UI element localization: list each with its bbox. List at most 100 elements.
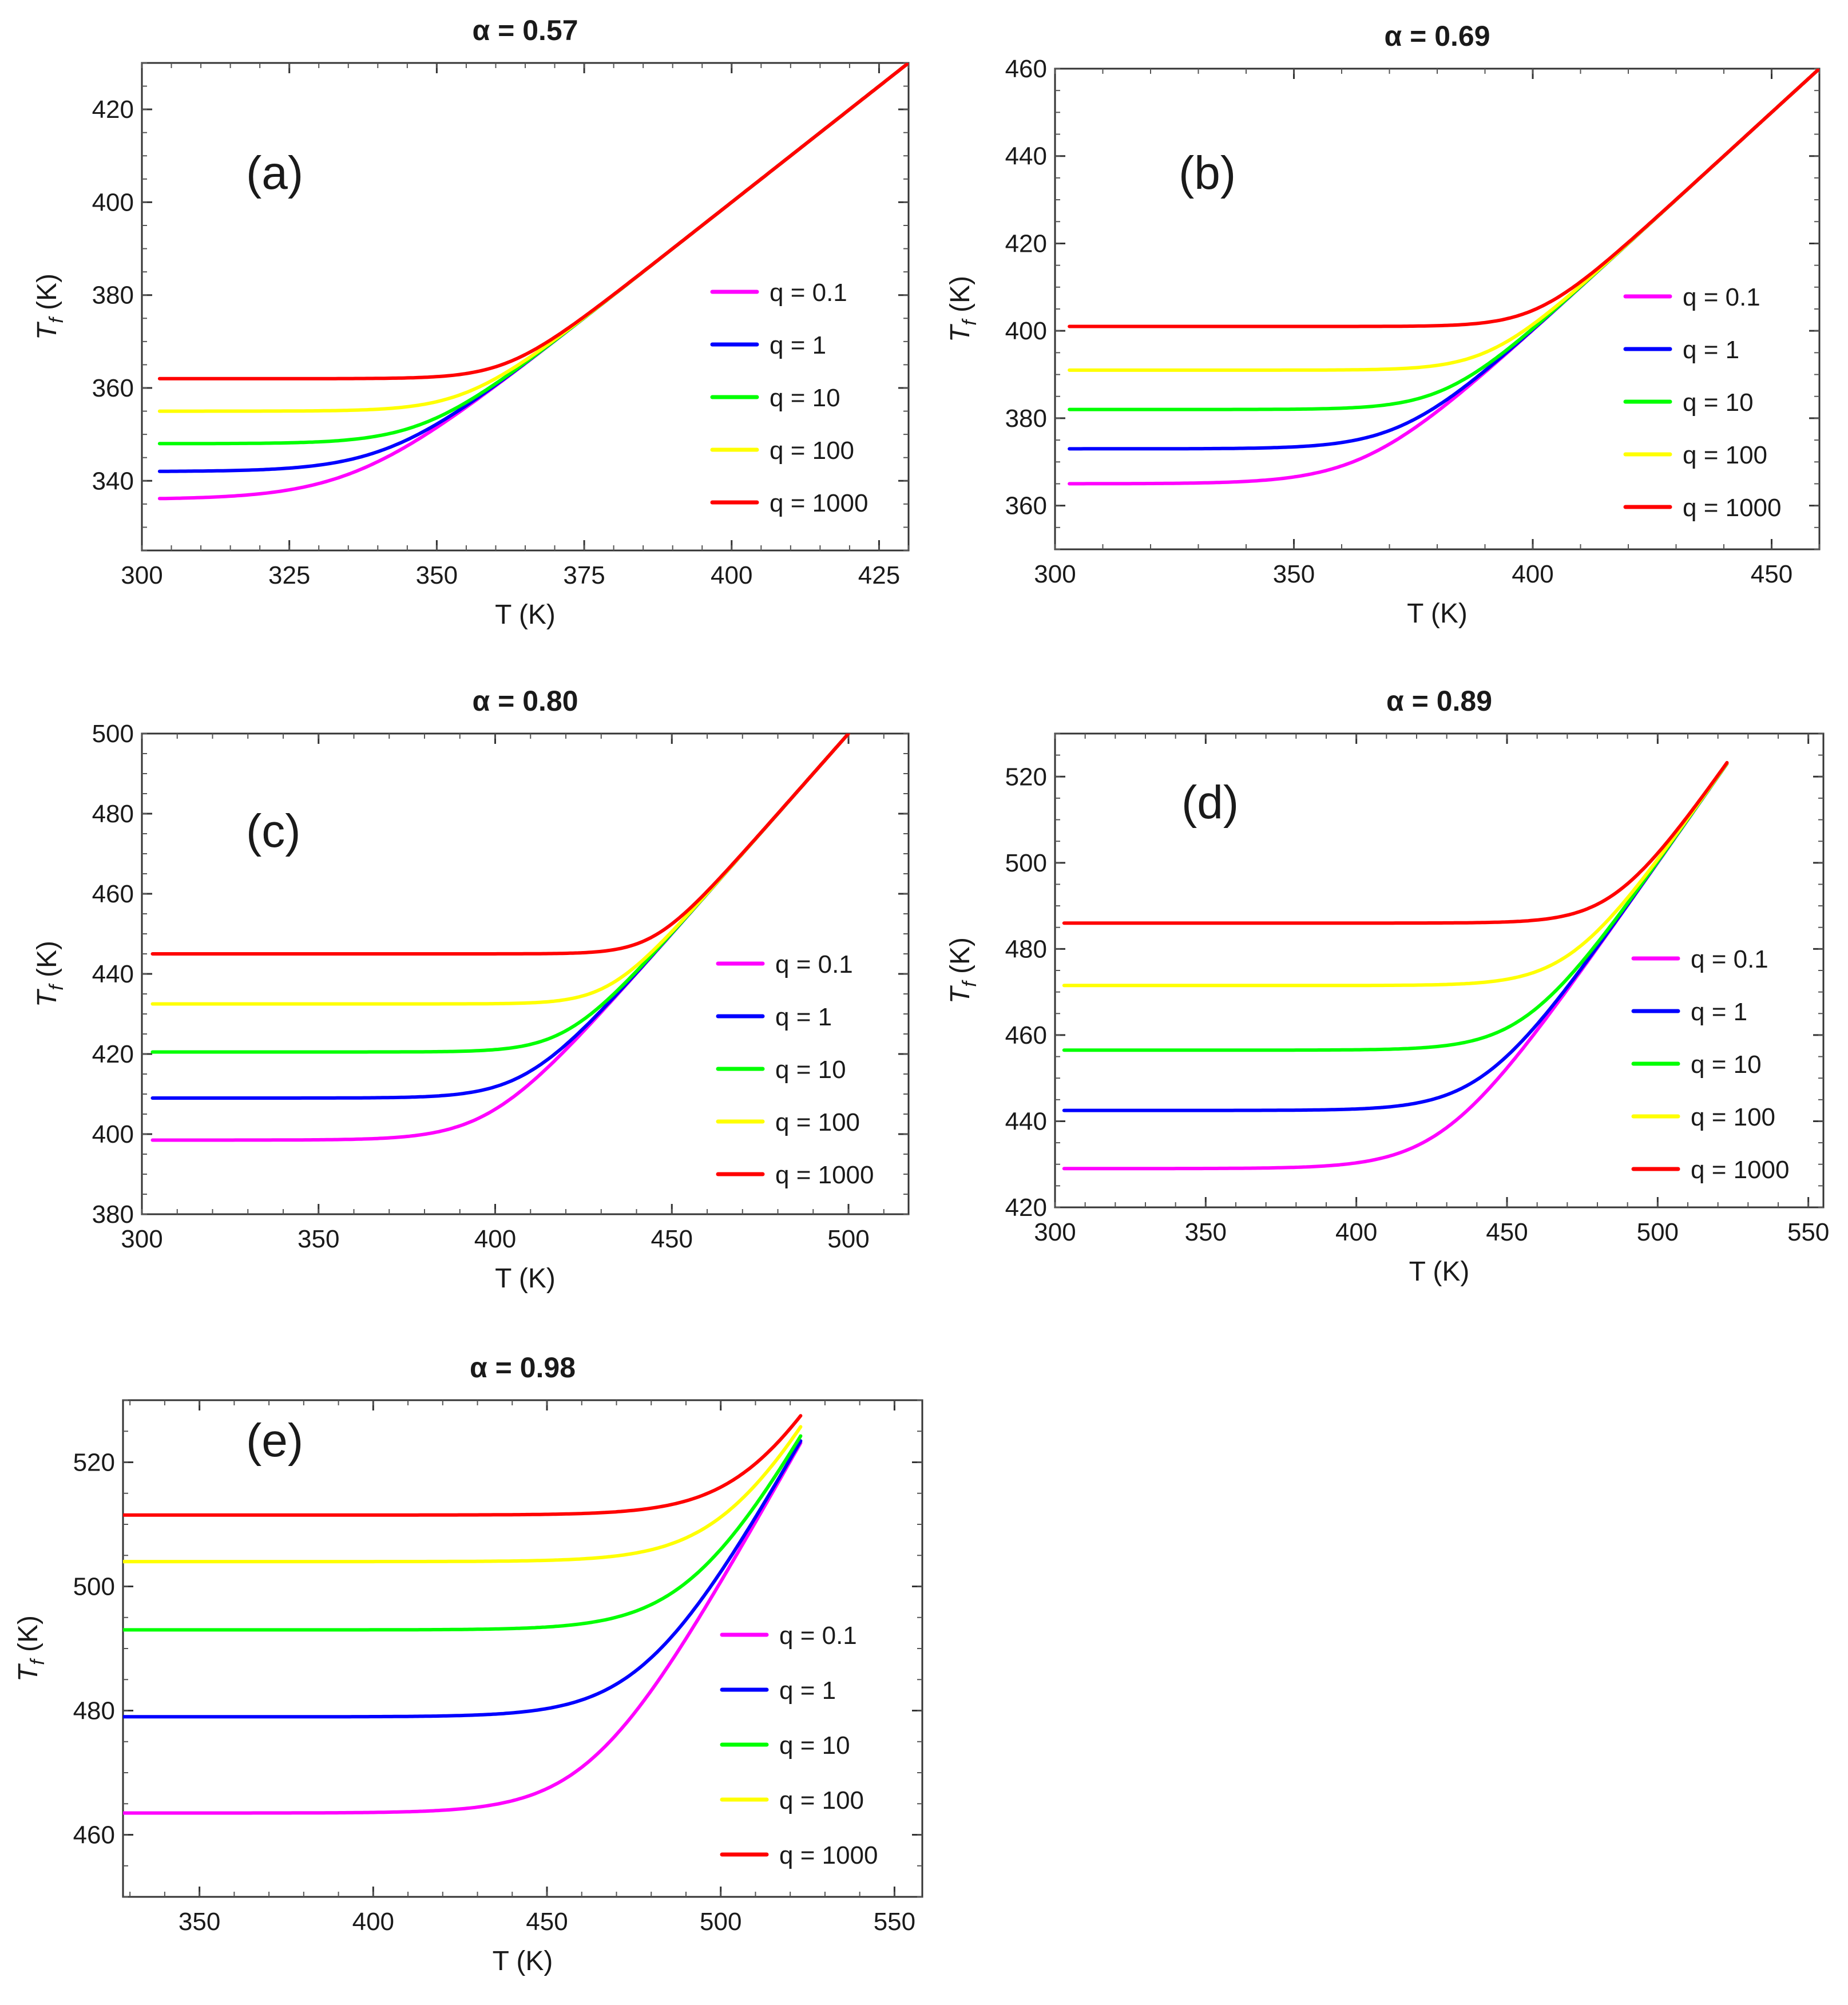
legend-label: q = 0.1 [1683, 283, 1760, 311]
legend-label: q = 1000 [770, 489, 869, 517]
legend-label: q = 0.1 [770, 279, 847, 307]
x-tick-label: 450 [526, 1908, 568, 1936]
legend-label: q = 1 [1691, 998, 1747, 1026]
y-tick-label: 420 [1005, 229, 1047, 257]
y-tick-label: 480 [1005, 935, 1047, 963]
x-tick-label: 375 [563, 561, 605, 589]
x-tick-label: 350 [179, 1908, 220, 1936]
x-axis-label: T (K) [495, 600, 556, 630]
legend-label: q = 100 [775, 1108, 860, 1136]
legend-label: q = 10 [1683, 389, 1754, 417]
chart-title: α = 0.57 [472, 14, 578, 46]
curve-group [1068, 69, 1819, 486]
y-tick-label: 360 [1005, 492, 1047, 520]
chart-title: α = 0.69 [1384, 20, 1490, 52]
legend: q = 0.1 q = 1 q = 10 q = 100 q = 1000 [720, 1622, 878, 1869]
panel-label: (c) [246, 805, 301, 857]
panel-e-chart: α = 0.98 350 400 450 500 550 460 480 500 520 T (K)… [13, 1352, 923, 1976]
legend-label: q = 100 [770, 437, 854, 465]
y-tick-label: 360 [92, 374, 134, 402]
y-tick-label: 460 [1005, 1021, 1047, 1049]
x-tick-label: 300 [121, 1225, 162, 1253]
panel-c-chart: α = 0.80 300 350 400 450 500 380 400 420 440 460 48… [32, 685, 910, 1294]
y-tick-label: 480 [73, 1697, 115, 1725]
x-tick-label: 300 [1034, 1218, 1076, 1246]
curve-group [1062, 760, 1729, 1171]
y-tick-label: 500 [73, 1573, 115, 1601]
panel-label: (b) [1179, 147, 1236, 199]
panel-label: (e) [246, 1414, 303, 1467]
panel-label: (a) [246, 147, 303, 199]
x-tick-label: 350 [416, 561, 458, 589]
y-tick-label: 420 [1005, 1194, 1047, 1222]
x-tick-label: 450 [1751, 560, 1793, 588]
x-axis-label: T (K) [1409, 1257, 1470, 1287]
legend-label: q = 10 [775, 1056, 846, 1084]
series-line-q1000 [157, 63, 909, 381]
x-tick-label: 300 [121, 561, 162, 589]
x-tick-label: 350 [1273, 560, 1315, 588]
y-tick-label: 420 [92, 96, 134, 124]
series-line-q10 [123, 1434, 803, 1632]
legend: q = 0.1 q = 1 q = 10 q = 100 q = 1000 [1623, 283, 1782, 522]
x-tick-label: 400 [711, 561, 752, 589]
legend-label: q = 0.1 [779, 1622, 857, 1650]
series-line-q01 [123, 1441, 803, 1815]
curve-group [150, 734, 850, 1142]
plot-frame [141, 62, 910, 552]
y-tick-label: 380 [92, 1200, 134, 1229]
series-line-q10 [1062, 762, 1729, 1052]
legend: q = 0.1 q = 1 q = 10 q = 100 q = 1000 [710, 279, 869, 517]
x-tick-label: 400 [1335, 1218, 1377, 1246]
series-line-q100 [1062, 761, 1729, 988]
curve-group [123, 1414, 803, 1815]
legend-label: q = 100 [1683, 441, 1767, 469]
y-axis-label: Tf (K) [13, 1615, 49, 1682]
x-tick-label: 325 [268, 561, 310, 589]
y-tick-label: 500 [1005, 849, 1047, 877]
x-tick-label: 400 [352, 1908, 394, 1936]
y-tick-label: 380 [92, 282, 134, 310]
y-tick-label: 420 [92, 1040, 134, 1068]
legend-label: q = 100 [1691, 1103, 1775, 1131]
legend-label: q = 0.1 [775, 950, 853, 978]
panel-d-chart: α = 0.89 300 350 400 450 500 550 420 440 460 480 50… [945, 685, 1829, 1287]
series-line-q1000 [1068, 69, 1819, 328]
x-tick-label: 500 [1637, 1218, 1679, 1246]
y-tick-label: 440 [1005, 1107, 1047, 1135]
legend-label: q = 0.1 [1691, 945, 1768, 973]
legend-label: q = 10 [1691, 1051, 1762, 1079]
x-tick-label: 500 [827, 1225, 869, 1253]
y-axis-label: Tf (K) [945, 937, 981, 1004]
chart-title: α = 0.98 [470, 1352, 576, 1384]
chart-title: α = 0.89 [1386, 685, 1492, 717]
y-axis-label: Tf (K) [945, 276, 981, 342]
legend-label: q = 1 [1683, 336, 1739, 364]
legend-label: q = 1000 [775, 1161, 874, 1189]
series-line-q1 [123, 1439, 803, 1719]
series-line-q100 [123, 1425, 803, 1564]
curve-group [157, 63, 909, 501]
legend: q = 0.1 q = 1 q = 10 q = 100 q = 1000 [716, 950, 874, 1189]
x-tick-label: 550 [1787, 1218, 1829, 1246]
panel-a-chart: α = 0.57 300 325 350 375 400 425 340 360 380 400 42… [32, 14, 910, 630]
legend-label: q = 1 [775, 1003, 832, 1031]
y-tick-label: 400 [92, 188, 134, 216]
x-tick-label: 300 [1034, 560, 1076, 588]
y-tick-label: 400 [1005, 317, 1047, 345]
legend-label: q = 10 [770, 384, 840, 412]
x-tick-label: 400 [1512, 560, 1553, 588]
y-tick-label: 460 [92, 880, 134, 908]
y-axis-label: Tf (K) [32, 941, 68, 1007]
legend: q = 0.1 q = 1 q = 10 q = 100 q = 1000 [1631, 945, 1790, 1184]
x-axis-label: T (K) [495, 1263, 556, 1294]
series-line-q1 [1062, 762, 1729, 1112]
x-tick-label: 450 [651, 1225, 693, 1253]
y-tick-label: 440 [92, 960, 134, 988]
y-axis-label: Tf (K) [32, 274, 68, 340]
panel-b-chart: α = 0.69 300 350 400 450 360 380 400 420 440 460 T … [945, 20, 1821, 629]
legend-label: q = 10 [779, 1731, 850, 1760]
x-axis-label: T (K) [1407, 599, 1468, 629]
x-tick-label: 450 [1486, 1218, 1528, 1246]
series-line-q1000 [1062, 760, 1729, 925]
